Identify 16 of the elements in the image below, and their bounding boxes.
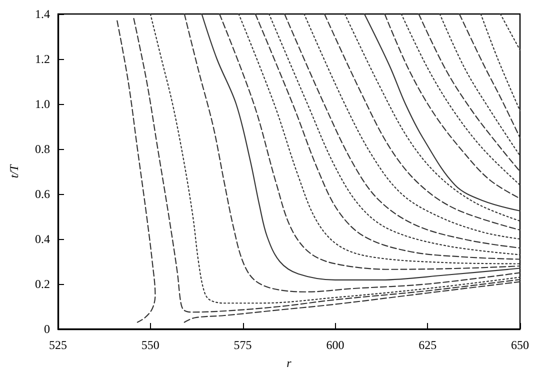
y-tick-label: 1.2 (35, 52, 50, 66)
y-tick-label: 0.6 (35, 187, 50, 201)
x-tick-label: 650 (511, 338, 529, 352)
y-tick-label: 0.8 (35, 142, 50, 156)
x-tick-label: 625 (418, 338, 437, 352)
x-tick-label: 550 (141, 338, 160, 352)
x-tick-label: 600 (326, 338, 344, 352)
y-axis-title: t/T (7, 164, 21, 178)
y-tick-label: 0 (44, 322, 50, 336)
y-tick-label: 0.2 (35, 277, 50, 291)
x-axis-title: r (286, 356, 292, 370)
y-tick-label: 1.0 (35, 97, 50, 111)
x-tick-label: 575 (234, 338, 252, 352)
x-tick-label: 525 (49, 338, 67, 352)
y-tick-label: 0.4 (35, 232, 50, 246)
y-tick-label: 1.4 (35, 7, 50, 21)
